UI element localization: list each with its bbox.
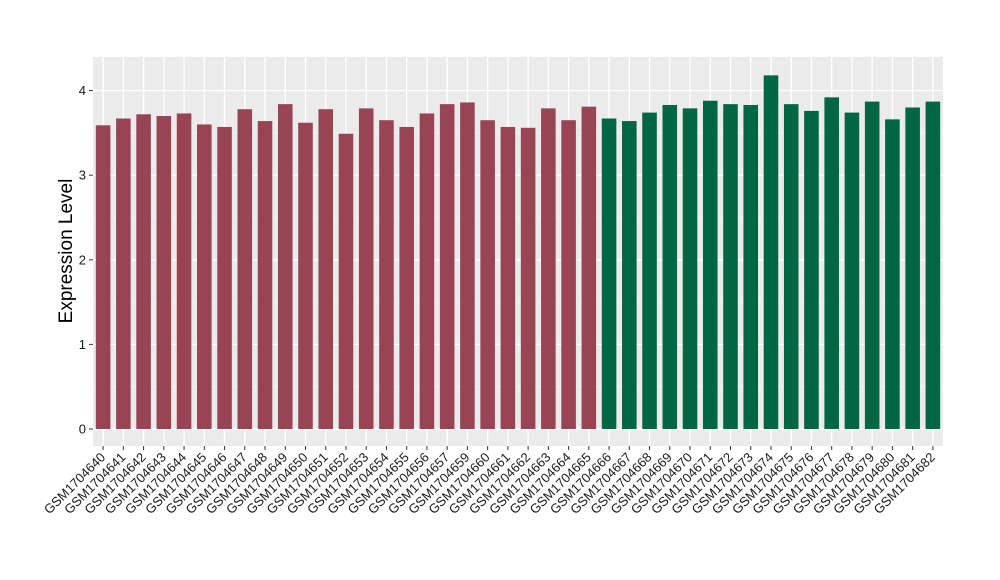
bar-GSM1704675	[783, 104, 799, 430]
bar-GSM1704672	[723, 104, 738, 430]
y-tick-label: 4	[79, 83, 86, 98]
bar-GSM1704653	[358, 108, 374, 429]
bar-GSM1704662	[520, 127, 536, 429]
bar-GSM1704657	[439, 104, 455, 430]
bar-GSM1704651	[318, 109, 334, 429]
bar-GSM1704641	[116, 118, 131, 429]
bar-GSM1704673	[743, 104, 759, 430]
bar-GSM1704648	[257, 121, 273, 429]
bar-GSM1704640	[95, 125, 111, 429]
bar-GSM1704645	[197, 124, 212, 429]
x-axis: GSM1704640GSM1704641GSM1704642GSM1704643…	[41, 446, 938, 517]
bar-GSM1704652	[338, 133, 354, 429]
bars	[95, 75, 941, 430]
bar-GSM1704679	[864, 101, 880, 430]
bar-GSM1704682	[925, 101, 941, 430]
bar-GSM1704650	[298, 122, 313, 430]
bar-GSM1704656	[419, 113, 435, 429]
bar-GSM1704677	[824, 97, 839, 430]
bar-GSM1704646	[217, 126, 232, 429]
y-tick-label: 2	[79, 252, 86, 267]
bar-GSM1704655	[399, 126, 414, 429]
plot-panel	[93, 57, 943, 446]
bar-GSM1704678	[844, 112, 860, 429]
bar-GSM1704661	[500, 126, 516, 429]
bar-GSM1704670	[682, 108, 698, 429]
bar-GSM1704647	[237, 109, 253, 429]
y-tick-label: 1	[79, 337, 86, 352]
bar-GSM1704654	[379, 120, 394, 430]
bar-GSM1704671	[702, 100, 718, 429]
bar-GSM1704668	[642, 112, 657, 429]
bar-GSM1704666	[601, 118, 617, 429]
bar-GSM1704649	[277, 104, 293, 430]
bar-GSM1704676	[804, 110, 819, 430]
bar-GSM1704644	[176, 113, 192, 429]
bar-GSM1704681	[905, 107, 920, 430]
bar-GSM1704660	[480, 120, 495, 430]
bar-GSM1704663	[541, 108, 556, 429]
bar-GSM1704642	[136, 114, 151, 430]
bar-GSM1704667	[622, 121, 637, 429]
bar-GSM1704674	[763, 75, 779, 429]
bar-GSM1704664	[561, 120, 576, 430]
y-axis: 0 1 2 3 4	[79, 83, 93, 437]
bar-GSM1704665	[581, 106, 597, 429]
y-tick-label: 3	[79, 168, 86, 183]
bar-GSM1704669	[662, 104, 678, 430]
y-axis-title: Expression Level	[56, 179, 77, 324]
bar-GSM1704643	[156, 115, 172, 429]
bar-GSM1704659	[460, 102, 475, 429]
y-tick-label: 0	[79, 422, 86, 437]
bar-GSM1704680	[885, 119, 900, 429]
